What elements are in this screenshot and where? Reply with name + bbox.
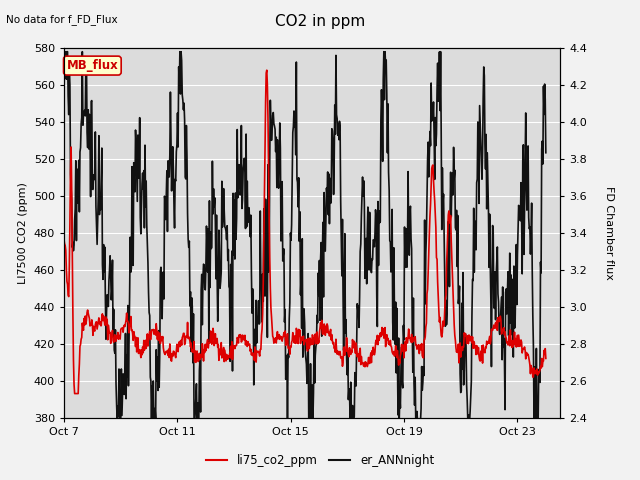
Y-axis label: LI7500 CO2 (ppm): LI7500 CO2 (ppm) — [18, 182, 28, 284]
Text: MB_flux: MB_flux — [67, 59, 118, 72]
Text: No data for f_FD_Flux: No data for f_FD_Flux — [6, 14, 118, 25]
Legend: li75_co2_ppm, er_ANNnight: li75_co2_ppm, er_ANNnight — [201, 449, 439, 472]
Text: CO2 in ppm: CO2 in ppm — [275, 14, 365, 29]
Y-axis label: FD Chamber flux: FD Chamber flux — [604, 186, 614, 280]
